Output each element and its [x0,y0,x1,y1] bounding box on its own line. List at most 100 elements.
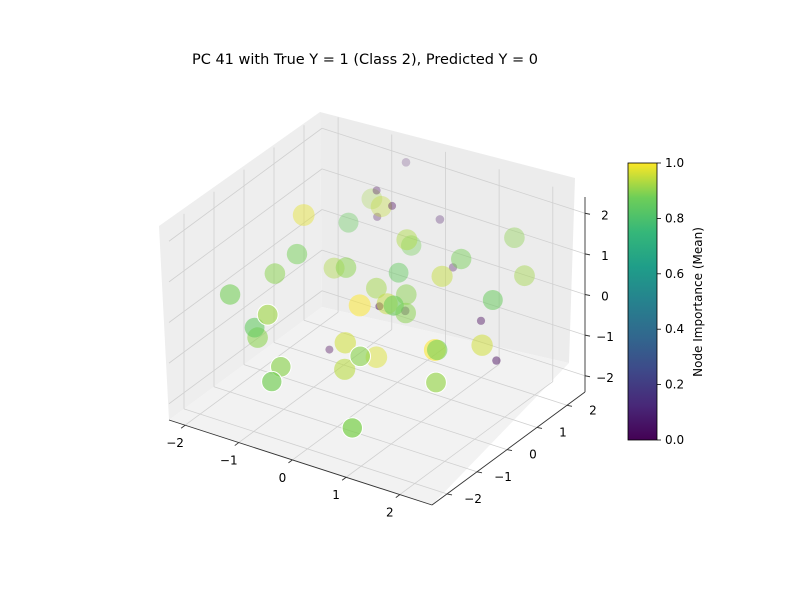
y-tick-mark [476,471,483,474]
colorbar: 0.0 0.2 0.4 0.6 0.8 1.0 Node Importance (Mean… [627,156,705,447]
scatter-point [373,212,382,221]
y-tick-mark [566,404,573,407]
scatter-point [338,212,359,233]
back-pane [320,112,575,363]
scatter-point [264,263,286,284]
scatter-point [361,188,383,210]
scatter-point [396,229,418,251]
z-gridline [321,127,586,214]
colorbar-tick-label: 0.6 [665,267,684,281]
x-tick-label: −2 [166,436,184,450]
x-tick-label: 2 [386,506,394,520]
scatter-point [492,356,501,365]
z-gridline [168,168,323,283]
scatter-point [431,265,453,287]
z-gridline [168,209,323,323]
scatter-point [425,371,447,394]
scatter-point [219,284,241,305]
scatter-point [448,263,458,272]
scatter-point [471,334,493,356]
tick-labels: −2 −1 0 1 2 −2 −1 0 1 2 −2 −1 0 1 2 [166,208,614,519]
z-tick-mark [584,253,591,256]
y-axis-line [431,391,586,506]
z-gridline [168,290,323,405]
left-pane [159,112,322,420]
scatter-point [388,201,397,210]
floor-pane [169,307,569,505]
x-tick-mark [180,424,186,429]
x-tick-label: 1 [332,488,340,502]
scatter-point [325,345,334,354]
z-tick-mark [584,334,591,337]
x-gridline [184,311,339,426]
x-tick-mark [288,459,293,464]
scatter-point [370,195,392,218]
scatter-point [401,235,422,256]
z-tick-label: −1 [596,330,614,344]
z-gridline [168,127,323,242]
z-gridline [168,249,323,364]
colorbar-gradient [627,162,658,441]
x-tick-mark [395,494,401,498]
scatter-point [335,257,357,278]
axis-lines [168,197,591,506]
z-tick-mark [584,375,591,378]
scatter-point [261,370,283,393]
chart-title: PC 41 with True Y = 1 (Class 2), Predict… [192,52,538,68]
scatter-point [476,316,486,325]
z-tick-label: 1 [601,249,609,263]
y-tick-mark [506,449,513,452]
y-tick-label: −1 [494,470,512,484]
colorbar-tick-label: 0.2 [665,378,684,392]
x-gridline [292,346,446,461]
x-tick-label: −1 [220,454,238,468]
z-tick-mark [584,294,591,296]
colorbar-ticks: 0.0 0.2 0.4 0.6 0.8 1.0 [657,156,684,447]
y-tick-mark [536,427,543,429]
y-tick-label: 2 [589,403,597,417]
axis-panes [159,112,575,505]
colorbar-tick-label: 0.0 [665,433,684,447]
x-tick-mark [341,476,347,481]
scatter-point [504,227,525,248]
scatter-point [348,294,371,317]
y-tick-label: 1 [559,425,567,439]
x-axis-line [168,419,433,506]
y-gridline [273,342,538,428]
scatter-point [388,262,409,283]
y-gridline [243,364,508,450]
y-tick-label: 0 [529,448,537,462]
scatter-point [401,158,411,167]
grid-lines [168,117,586,495]
scatter-point [375,302,384,311]
y-tick-mark [446,493,453,496]
colorbar-tick-label: 1.0 [665,156,684,170]
colorbar-label: Node Importance (Mean) [691,227,705,377]
x-gridline [345,363,500,478]
scatter-point [366,277,387,299]
scatter-point [451,248,472,270]
scatter-point [435,215,445,224]
scatter-points [219,158,535,439]
scatter-point [383,295,404,316]
z-tick-label: 0 [601,290,609,304]
z-tick-label: 2 [601,208,609,222]
z-gridline [321,249,586,336]
scatter-point [427,339,448,361]
scatter-point [514,265,535,287]
z-gridline [321,168,586,255]
scatter-point [341,417,363,439]
scatter-point [334,358,356,380]
colorbar-tick-label: 0.8 [665,211,684,225]
scatter-point [349,345,372,368]
scatter-point [292,204,315,226]
scatter-point [372,186,381,195]
x-tick-label: 0 [279,471,287,485]
colorbar-tick-label: 0.4 [665,322,684,336]
scatter-point [286,243,308,265]
z-tick-mark [584,212,591,215]
scatter-point [482,290,503,310]
scatter-point [256,303,279,326]
x-gridline [399,381,554,495]
